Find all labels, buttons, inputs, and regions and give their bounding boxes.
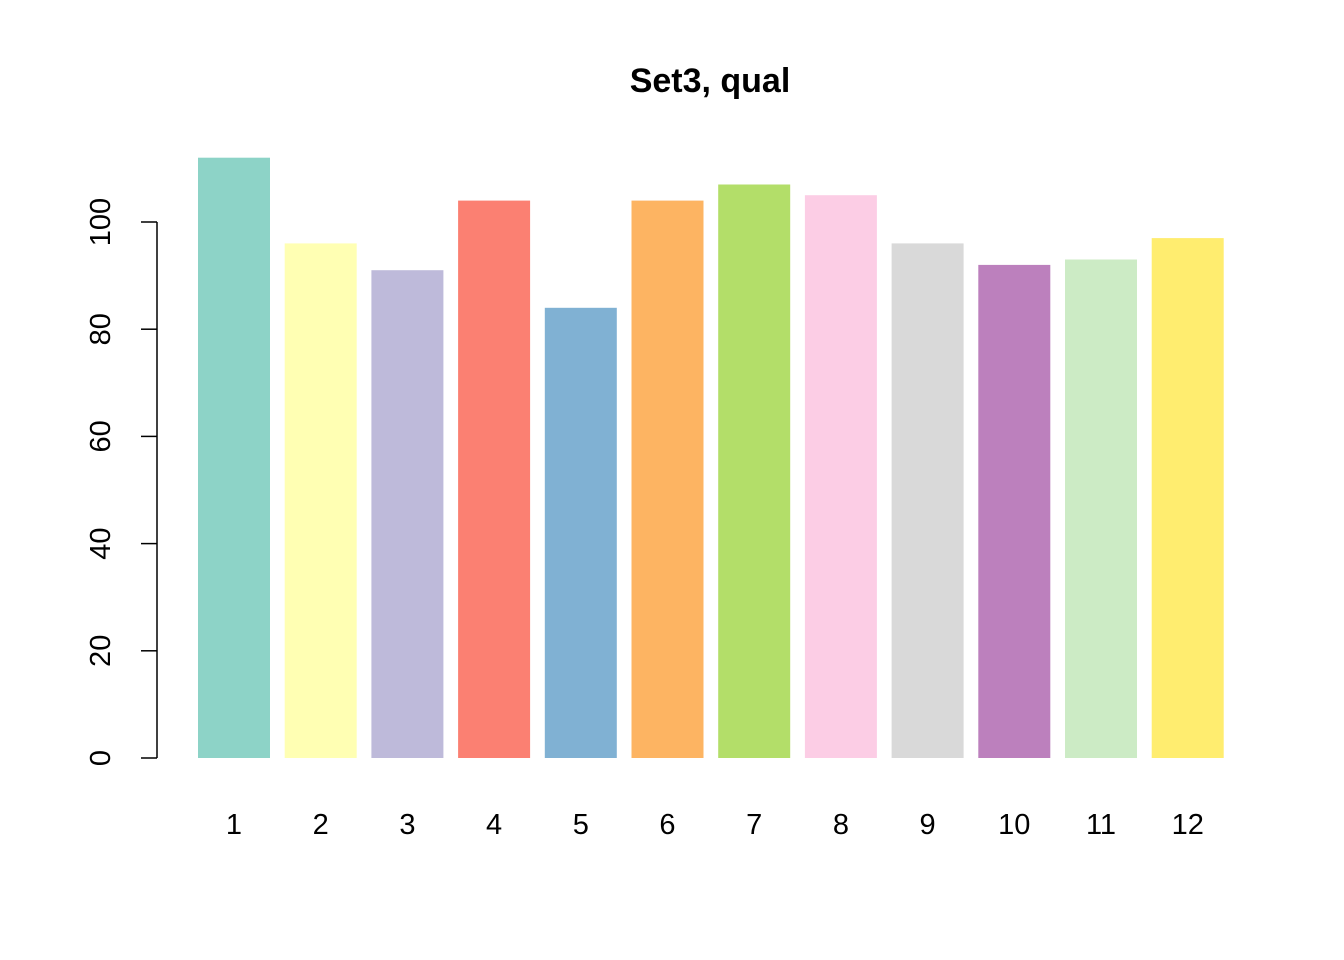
bar-3	[371, 270, 444, 758]
chart-title: Set3, qual	[630, 62, 791, 100]
bars-group	[198, 157, 1224, 759]
bar-12	[1151, 238, 1224, 759]
bar-7	[718, 184, 791, 758]
x-tick-label: 6	[659, 809, 675, 841]
x-tick-label: 8	[833, 809, 849, 841]
y-tick-label: 100	[85, 198, 117, 246]
bar-1	[198, 157, 270, 758]
y-tick-label: 20	[85, 635, 117, 667]
y-tick-label: 80	[85, 313, 117, 345]
x-tick-label: 1	[226, 809, 242, 841]
bar-10	[978, 264, 1051, 758]
y-tick-label: 0	[85, 750, 117, 766]
y-tick-label: 60	[85, 420, 117, 452]
x-tick-label: 4	[486, 809, 502, 841]
bar-2	[284, 243, 357, 758]
bar-4	[458, 200, 531, 759]
x-tick-label: 12	[1172, 809, 1204, 841]
x-tick-label: 11	[1086, 809, 1116, 841]
x-tick-label: 5	[573, 809, 589, 841]
x-tick-label: 7	[746, 809, 762, 841]
bar-9	[891, 243, 964, 758]
bar-6	[631, 200, 704, 759]
y-axis: 0 20 40 60 80 100	[85, 198, 158, 766]
y-tick-label: 40	[85, 527, 117, 559]
bar-11	[1065, 259, 1137, 758]
x-tick-label: 9	[920, 809, 936, 841]
bar-8	[804, 195, 877, 758]
x-axis-labels: 1 2 3 4 5 6 7 8 9 10 11 12	[226, 809, 1204, 841]
bar-5	[544, 307, 617, 758]
x-tick-label: 10	[998, 809, 1030, 841]
x-tick-label: 2	[313, 809, 329, 841]
x-tick-label: 3	[399, 809, 415, 841]
